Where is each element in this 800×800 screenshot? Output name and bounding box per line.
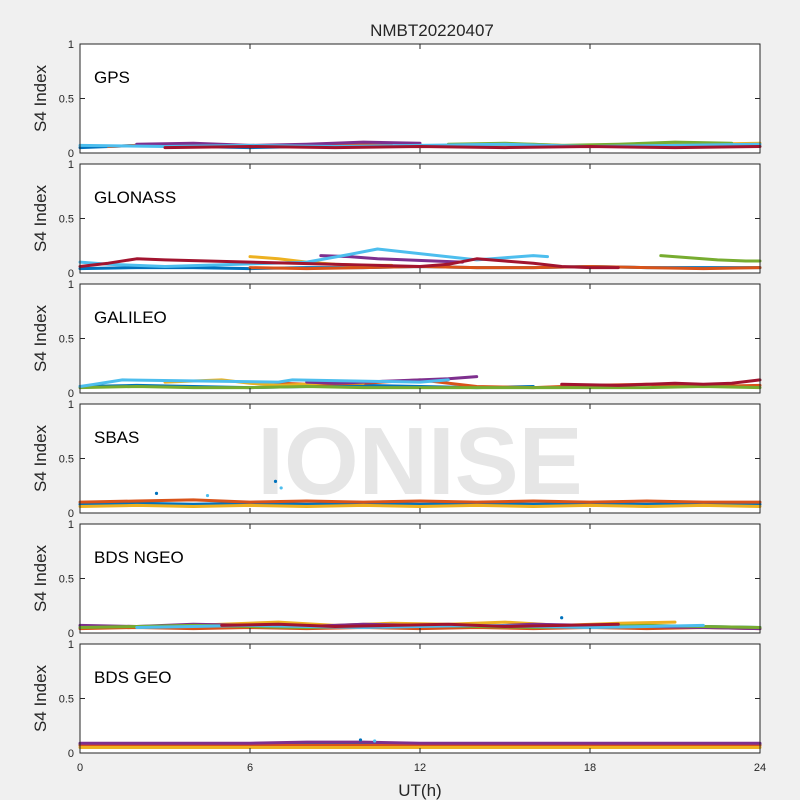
y-tick-label: 0.5 (59, 454, 74, 466)
data-point (205, 493, 210, 498)
y-axis-label: S4 Index (31, 424, 50, 492)
data-point (373, 739, 377, 743)
series-track (560, 378, 762, 387)
data-point (273, 479, 278, 483)
panel-label: GALILEO (94, 308, 167, 327)
x-tick-label: 12 (414, 762, 426, 774)
panel-label: GLONASS (94, 188, 176, 207)
y-axis-label: S4 Index (31, 64, 50, 132)
series-track (78, 247, 549, 268)
y-tick-label: 1 (68, 639, 74, 651)
panel-background (80, 164, 760, 273)
x-tick-label: 0 (77, 762, 83, 774)
panel-1: 0 0.5 1 GLONASS S4 Index (31, 159, 762, 280)
y-tick-label: 0.5 (59, 574, 74, 586)
series-track (220, 622, 620, 628)
panel-2: 0 0.5 1 GALILEO S4 Index (31, 279, 762, 400)
panel-label: BDS GEO (94, 668, 171, 687)
panel-background (80, 524, 760, 633)
series-track (659, 254, 762, 263)
y-tick-label: 1 (68, 399, 74, 411)
x-axis-label: UT(h) (398, 781, 441, 800)
y-tick-label: 1 (68, 519, 74, 531)
y-tick-label: 1 (68, 39, 74, 51)
y-tick-label: 0 (68, 748, 74, 760)
y-tick-label: 0.5 (59, 214, 74, 226)
y-tick-label: 0 (68, 148, 74, 160)
panel-4: 0 0.5 1 BDS NGEO S4 Index (31, 519, 762, 640)
data-point (560, 616, 564, 620)
panel-background (80, 644, 760, 753)
y-axis-label: S4 Index (31, 664, 50, 732)
series-track (248, 265, 762, 271)
panel-background (80, 44, 760, 153)
y-tick-label: 0 (68, 388, 74, 400)
chart-title: NMBT20220407 (370, 21, 494, 40)
data-point (358, 738, 363, 742)
y-tick-label: 0 (68, 508, 74, 520)
panel-3: IONISE 0 0.5 1 SBAS S4 Index (31, 399, 762, 520)
y-tick-label: 0.5 (59, 94, 74, 106)
data-point (154, 491, 159, 495)
x-tick-label: 18 (584, 762, 596, 774)
series-track (163, 145, 762, 150)
series-track (78, 498, 762, 504)
y-tick-label: 0.5 (59, 694, 74, 706)
panel-0: 0 0.5 1 GPS S4 Index (31, 39, 762, 160)
series-track (78, 385, 762, 390)
y-axis-label: S4 Index (31, 184, 50, 252)
panel-background (80, 404, 760, 513)
series-track (78, 257, 620, 270)
y-tick-label: 1 (68, 279, 74, 291)
x-tick-label: 6 (247, 762, 253, 774)
series-track (78, 378, 450, 388)
panel-label: BDS NGEO (94, 548, 184, 567)
y-tick-label: 0 (68, 268, 74, 280)
data-point (279, 486, 283, 490)
y-tick-label: 0 (68, 628, 74, 640)
series-track (78, 503, 762, 508)
y-axis-label: S4 Index (31, 304, 50, 372)
panel-background (80, 284, 760, 393)
series-track (78, 501, 762, 506)
panel-label: GPS (94, 68, 130, 87)
y-axis-label: S4 Index (31, 544, 50, 612)
y-tick-label: 0.5 (59, 334, 74, 346)
x-tick-label: 24 (754, 762, 766, 774)
y-tick-label: 1 (68, 159, 74, 171)
panel-label: SBAS (94, 428, 139, 447)
panel-5: 0 0.5 1 BDS GEO S4 Index (31, 639, 762, 760)
series-track (78, 740, 762, 745)
watermark: IONISE (257, 408, 582, 515)
